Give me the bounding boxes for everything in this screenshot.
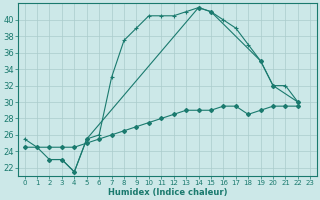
X-axis label: Humidex (Indice chaleur): Humidex (Indice chaleur) (108, 188, 227, 197)
